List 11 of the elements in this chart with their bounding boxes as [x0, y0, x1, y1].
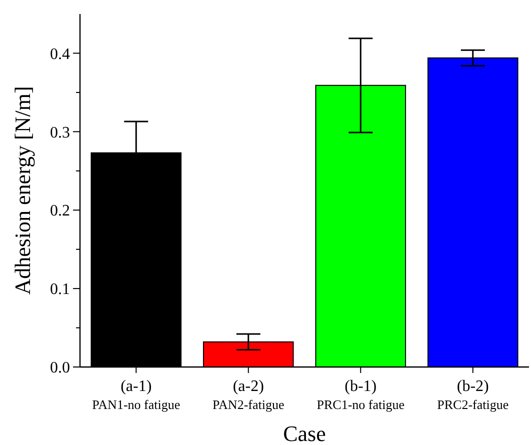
y-tick-label: 0.2	[50, 202, 70, 220]
y-tick-label: 0.0	[50, 360, 70, 377]
x-tick-label: (b-2) PRC2-fatigue	[437, 378, 509, 412]
x-tick-label: (a-1) PAN1-no fatigue	[92, 378, 180, 412]
x-axis-title: Case	[283, 421, 326, 445]
y-tick-label: 0.1	[50, 281, 70, 298]
x-tick-label: (b-1) PRC1-no fatigue	[316, 378, 405, 412]
x-tick-label: (a-2) PAN2-fatigue	[212, 378, 284, 412]
y-tick-label: 0.4	[50, 46, 70, 63]
y-tick-label: 0.3	[50, 124, 70, 142]
y-axis-title: Adhesion energy [N/m]	[10, 86, 35, 295]
